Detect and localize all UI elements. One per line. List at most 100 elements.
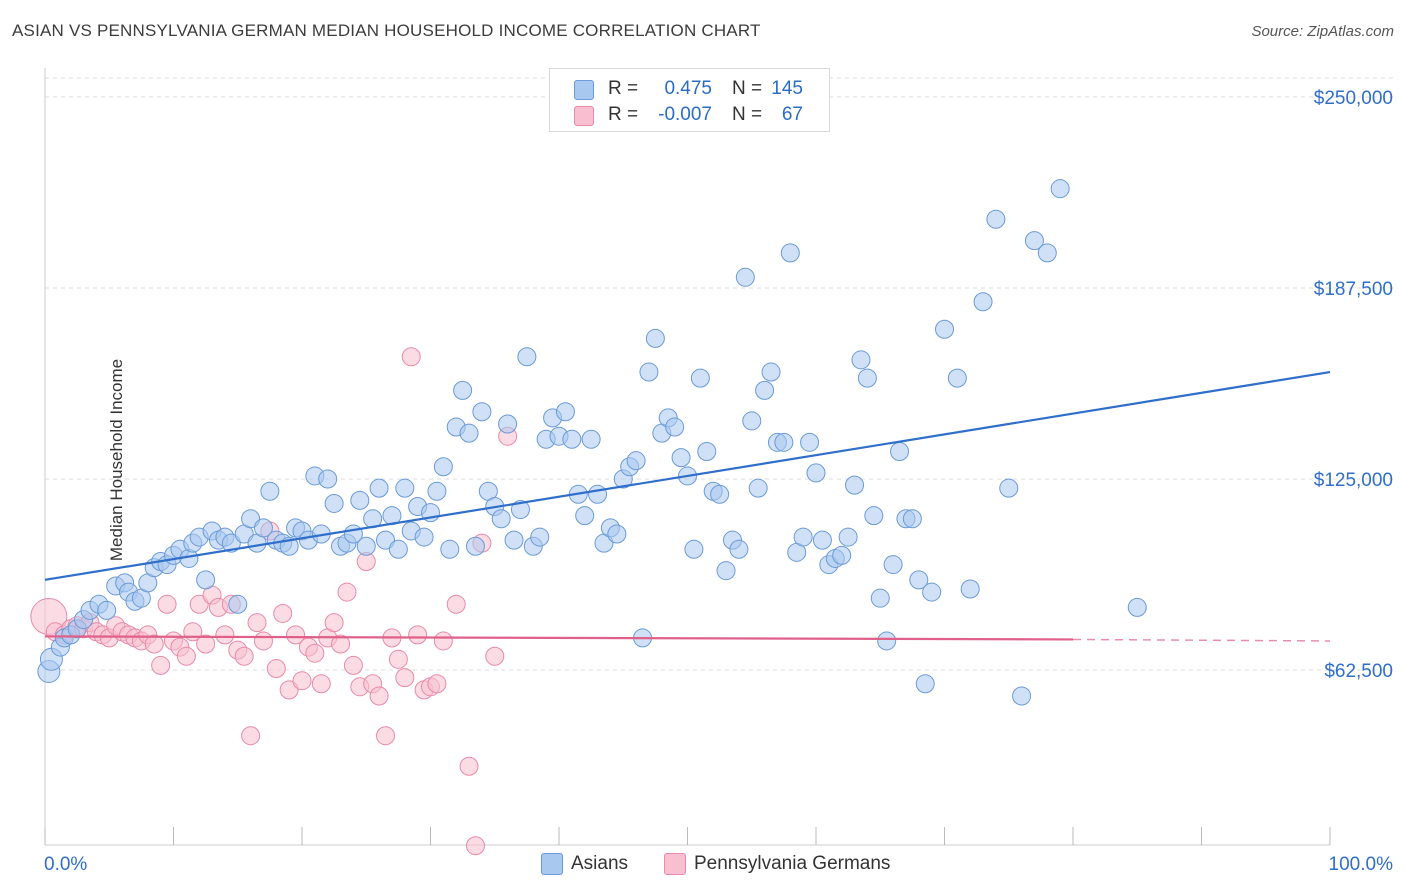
asians-point — [947, 368, 967, 388]
asians-legend-swatch — [541, 853, 563, 875]
x-tick-label: 0.0% — [44, 854, 87, 875]
asians-point — [710, 484, 730, 504]
n-label: N = — [732, 104, 763, 125]
r-value: 0.475 — [664, 78, 712, 99]
asians-point — [491, 509, 511, 529]
asians-point — [440, 539, 460, 559]
pennsylvania-germans-point — [247, 613, 267, 633]
asians-point — [761, 362, 781, 382]
asians-point — [459, 423, 479, 443]
asians-point — [690, 368, 710, 388]
r-label: R = — [608, 104, 639, 125]
asians-point — [671, 448, 691, 468]
pennsylvania-germans-point — [215, 625, 235, 645]
asians-point — [498, 414, 518, 434]
asians-legend-label: Asians — [571, 853, 629, 874]
asians-point — [517, 347, 537, 367]
asians-point — [742, 411, 762, 431]
pennsylvania-germans-point — [401, 347, 421, 367]
pennsylvania-germans-point — [157, 594, 177, 614]
asians-point — [472, 402, 492, 422]
asians-point — [716, 561, 736, 581]
asians-point — [999, 478, 1019, 498]
asians-trend-line — [44, 370, 1331, 581]
asians-point — [793, 527, 813, 547]
asians-point — [806, 463, 826, 483]
asians-point — [774, 432, 794, 452]
pennsylvania-germans-point — [279, 680, 299, 700]
asians-point — [626, 451, 646, 471]
pennsylvania-germans-legend-label: Pennsylvania Germans — [694, 853, 891, 874]
asians-point — [196, 570, 216, 590]
asians-points — [37, 179, 1147, 706]
asians-point — [369, 478, 389, 498]
asians-point — [324, 493, 344, 513]
asians-point — [318, 469, 338, 489]
source-attribution: Source: ZipAtlas.com — [1251, 23, 1394, 40]
asians-point — [510, 500, 530, 520]
legend-row-asians: R = 0.475 N = 145 — [550, 76, 829, 102]
asians-point — [851, 350, 871, 370]
asians-point — [228, 594, 248, 614]
pennsylvania-germans-point — [292, 671, 312, 691]
asians-point — [697, 441, 717, 461]
pennsylvania-germans-point — [388, 649, 408, 669]
asians-point — [575, 506, 595, 526]
asians-point — [388, 539, 408, 559]
pennsylvania-germans-point — [427, 674, 447, 694]
correlation-legend: R = 0.475 N = 145 R = -0.007 N = 67 — [549, 68, 830, 132]
pennsylvania-germans-point — [337, 582, 357, 602]
gridlines — [45, 77, 1395, 671]
trend-lines — [44, 370, 1331, 642]
asians-point — [241, 509, 261, 529]
legend-item-asians[interactable]: Asians — [541, 852, 651, 876]
asians-point — [555, 402, 575, 422]
asians-point — [350, 490, 370, 510]
asians-point — [877, 631, 897, 651]
pennsylvania-germans-point — [369, 686, 389, 706]
asians-point — [890, 441, 910, 461]
asians-point — [395, 478, 415, 498]
pennsylvania-germans-point — [331, 634, 351, 654]
asians-point — [562, 429, 582, 449]
n-value: 145 — [771, 78, 803, 99]
asians-point — [665, 417, 685, 437]
asians-point — [504, 530, 524, 550]
asians-point — [1050, 179, 1070, 199]
asians-point — [221, 533, 241, 553]
pennsylvania-germans-point — [446, 594, 466, 614]
asians-point — [376, 530, 396, 550]
pennsylvania-germans-point — [151, 655, 171, 675]
pennsylvania-germans-point — [376, 726, 396, 746]
asians-point — [1024, 231, 1044, 251]
pennsylvania-germans-point — [176, 646, 196, 666]
n-label: N = — [732, 78, 763, 99]
pennsylvania-germans-point — [395, 668, 415, 688]
y-tick-label: $187,500 — [1314, 279, 1393, 300]
asians-point — [857, 368, 877, 388]
asians-point — [1127, 597, 1147, 617]
pennsylvania-germans-point — [273, 603, 293, 623]
asians-point — [780, 243, 800, 263]
pennsylvania-germans-point — [343, 655, 363, 675]
pennsylvania-germans-trend-line — [44, 635, 1074, 641]
asians-point — [581, 429, 601, 449]
asians-point — [684, 539, 704, 559]
y-tick-label: $125,000 — [1314, 470, 1393, 491]
pennsylvania-germans-point — [433, 631, 453, 651]
asians-point — [812, 530, 832, 550]
n-value: 67 — [781, 104, 803, 125]
pennsylvania-germans-point — [189, 594, 209, 614]
pennsylvania-germans-swatch — [574, 106, 594, 126]
asians-point — [864, 506, 884, 526]
pennsylvania-germans-point — [305, 643, 325, 663]
legend-item-pennsylvania-germans[interactable]: Pennsylvania Germans — [664, 852, 924, 876]
x-tick-label: 100.0% — [1329, 854, 1394, 875]
pennsylvania-germans-point — [324, 613, 344, 633]
asians-point — [260, 481, 280, 501]
asians-point — [870, 588, 890, 608]
y-tick-label: $62,500 — [1324, 661, 1393, 682]
y-tick-label: $250,000 — [1314, 88, 1393, 109]
pennsylvania-germans-point — [266, 658, 286, 678]
